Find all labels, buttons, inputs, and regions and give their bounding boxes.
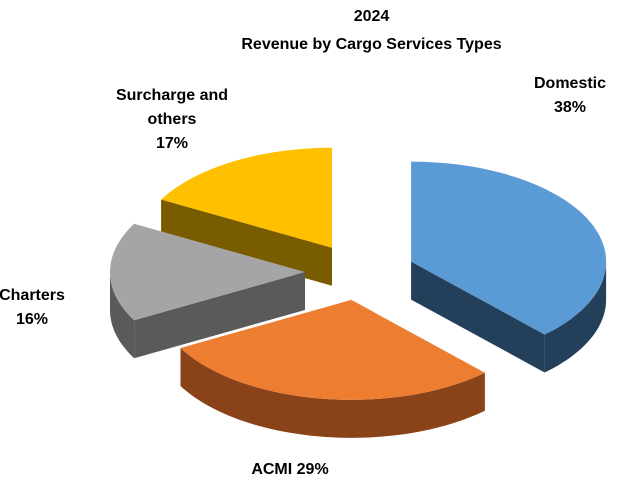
data-label: Domestic 38% <box>510 72 630 120</box>
data-label: ACMI 29% <box>210 458 370 482</box>
slice-side <box>134 272 305 359</box>
label-value: 38% <box>553 99 587 116</box>
chart-title: 2024 <box>353 8 390 25</box>
slice-wall <box>180 348 485 438</box>
slice <box>411 161 607 335</box>
chart-subtitle: Revenue by Cargo Services Types <box>241 36 502 53</box>
label-name: Charters <box>0 287 65 304</box>
label-value: 16% <box>15 311 49 328</box>
slice-side <box>161 199 332 286</box>
slice <box>180 299 485 400</box>
slice <box>161 147 332 248</box>
data-label: Charters 16% <box>0 284 72 332</box>
slice-wall <box>110 272 135 359</box>
slice <box>110 223 305 321</box>
label-name: ACMI <box>251 461 293 478</box>
slice-side <box>411 261 545 373</box>
label-name: Surcharge and others <box>115 87 229 128</box>
label-value: 17% <box>155 135 189 152</box>
label-value: 29% <box>296 461 329 478</box>
slice-wall <box>544 261 607 373</box>
data-label: Surcharge and others 17% <box>112 84 232 156</box>
label-name: Domestic <box>533 75 607 92</box>
